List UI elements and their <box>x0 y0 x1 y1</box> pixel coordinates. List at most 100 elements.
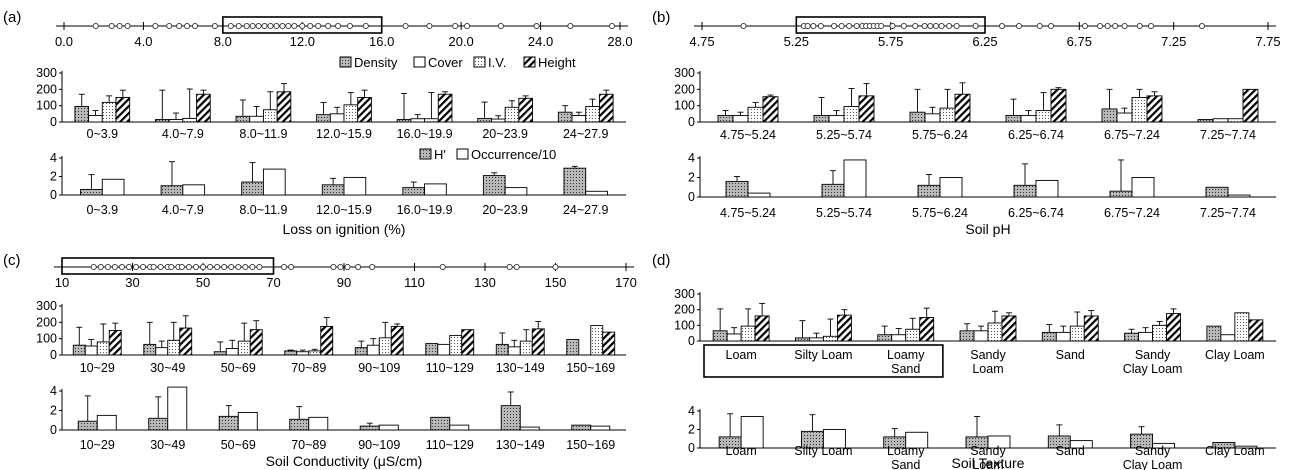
bar-h <box>218 415 239 431</box>
scale-tick-label: 16.0 <box>369 34 394 49</box>
scale-point <box>497 22 504 30</box>
upper-y-tick-label: 100 <box>674 318 695 332</box>
legend-bars: Density Cover I.V. Height <box>339 55 576 70</box>
bar-cover <box>168 119 184 123</box>
bar-density <box>566 339 580 356</box>
bar-density <box>1206 325 1222 342</box>
scale-point <box>831 22 838 30</box>
bar-occurrence <box>1035 179 1059 198</box>
bar-iv <box>96 341 110 356</box>
scale-point <box>889 22 896 30</box>
bar-cover <box>1116 112 1133 123</box>
bar-h <box>289 418 310 431</box>
bar-density <box>143 343 157 356</box>
bar-cover <box>1020 115 1037 123</box>
bar-occurrence <box>1234 445 1258 449</box>
bar-iv <box>449 334 463 356</box>
category-label: 7.25~7.74 <box>1200 128 1256 142</box>
scale-point <box>1015 22 1023 30</box>
scale-point <box>176 22 183 30</box>
bar-density <box>1041 331 1057 342</box>
bar-occurrence <box>343 176 367 196</box>
category-label: 16.0~19.9 <box>397 203 453 217</box>
scale-point <box>192 263 199 271</box>
scale-point <box>228 263 235 271</box>
scale-tick-label: 0.0 <box>55 34 73 49</box>
category-label: Sandy <box>970 348 1006 362</box>
upper-y-tick-label: 300 <box>674 66 695 80</box>
bar-cover <box>490 118 506 123</box>
scale-point <box>846 22 853 30</box>
category-label: 6.75~7.24 <box>1104 206 1160 220</box>
scale-point <box>124 22 131 30</box>
scale-point <box>838 22 845 30</box>
scale-tick-label: 8.0 <box>214 34 232 49</box>
bar-density <box>425 343 439 356</box>
legend-label-density: Density <box>354 55 398 70</box>
category-label: 8.0~11.9 <box>239 127 287 141</box>
bar-cover <box>366 344 380 356</box>
panel-label-b: (b) <box>652 9 670 26</box>
scale-point <box>206 263 214 271</box>
bar-h <box>402 187 426 196</box>
scale-point <box>255 22 262 30</box>
scale-point <box>932 22 939 30</box>
scale-point <box>118 263 125 271</box>
panel-label-d: (d) <box>652 252 670 269</box>
category-label: 5.25~5.74 <box>816 206 872 220</box>
legend-lower: H' Occurrence/10 <box>419 147 556 162</box>
scale-point <box>1121 22 1128 30</box>
bar-iv <box>424 118 439 123</box>
interquartile-box <box>222 16 383 34</box>
scale-point <box>1036 22 1043 30</box>
upper-y-tick-label: 200 <box>674 303 695 317</box>
category-label: 0~3.9 <box>86 127 118 141</box>
bar-iv <box>182 117 198 123</box>
bar-iv <box>378 337 392 356</box>
scale-tick-label: 10 <box>55 275 69 290</box>
scale-point <box>998 22 1006 30</box>
category-label: Clay Loam <box>1205 348 1265 362</box>
x-axis-title: Loss on ignition (%) <box>283 221 406 237</box>
category-label: 4.75~5.24 <box>720 128 776 142</box>
scale-point <box>281 263 288 271</box>
category-label: 16.0~19.9 <box>397 127 453 141</box>
bar-occurrence <box>504 187 528 196</box>
scale-point <box>140 263 147 271</box>
bar-cover <box>1138 331 1154 342</box>
upper-y-tick-label: 0 <box>50 348 57 362</box>
category-label: 8.0~11.9 <box>239 203 287 217</box>
category-label: 4.0~7.9 <box>162 203 204 217</box>
scale-point <box>804 22 811 30</box>
scale-tick-label: 4.0 <box>134 34 152 49</box>
category-label: 12.0~15.9 <box>316 127 372 141</box>
bar-occurrence <box>449 424 470 431</box>
scale-point <box>242 263 249 271</box>
scale-point <box>227 22 234 30</box>
category-label: Sand <box>1056 348 1085 362</box>
bar-h <box>77 420 98 431</box>
bar-density <box>74 106 90 123</box>
bar-density <box>72 344 86 356</box>
category-label: Sandy <box>1135 348 1171 362</box>
bar-density <box>155 119 170 123</box>
scale-tick-label: 7.25 <box>1161 34 1186 49</box>
scale-point <box>853 22 860 30</box>
category-label: 10~29 <box>80 438 115 452</box>
scale-tick-label: 150 <box>545 275 567 290</box>
category-label: Loam <box>726 444 757 458</box>
lower-y-tick-label: 2 <box>50 170 57 184</box>
category-label: 20~23.9 <box>482 203 528 217</box>
scale-point <box>307 22 314 30</box>
upper-y-tick-label: 0 <box>688 115 695 129</box>
bar-height <box>1242 88 1259 123</box>
bar-height <box>320 325 334 356</box>
bar-height <box>1248 319 1264 342</box>
upper-y-tick-label: 0 <box>688 334 695 348</box>
bar-iv <box>740 325 756 342</box>
scale-tick-label: 90 <box>337 275 351 290</box>
bar-h <box>482 175 506 196</box>
bar-iv <box>905 328 921 342</box>
scale-tick-label: 4.75 <box>689 34 714 49</box>
scale-point <box>921 22 928 30</box>
